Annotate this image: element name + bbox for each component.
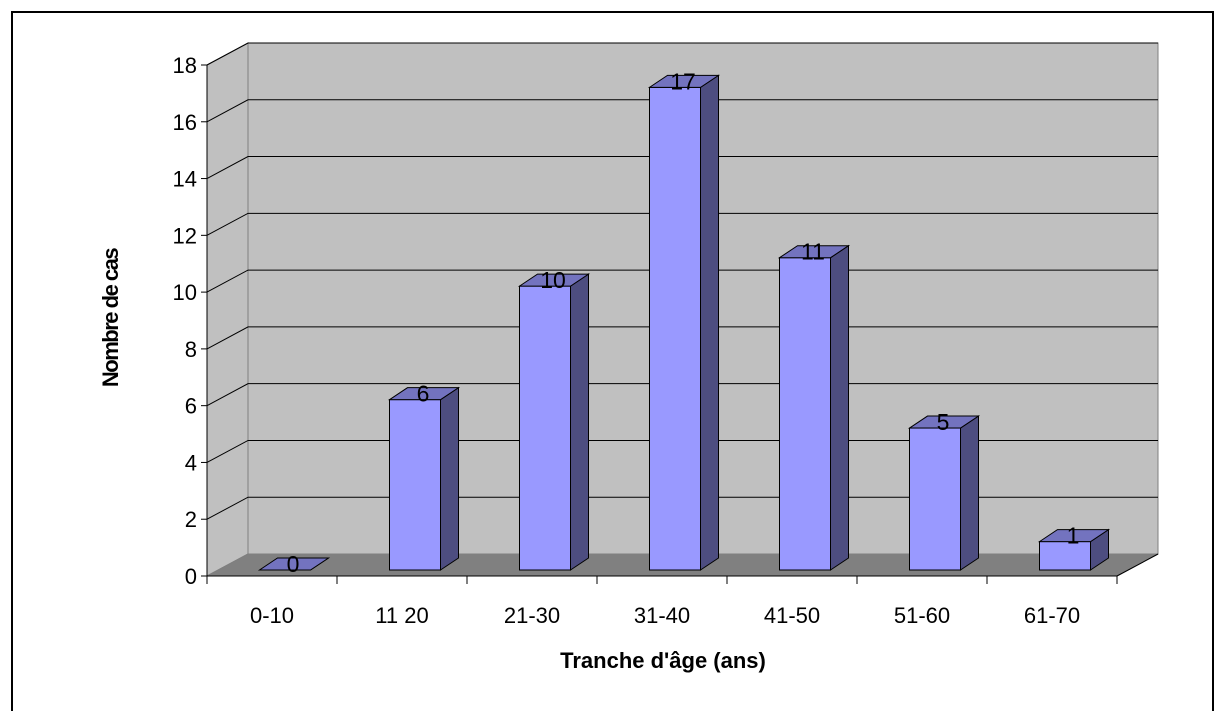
data-label: 0 (287, 551, 300, 577)
data-label: 6 (417, 381, 430, 407)
bar-side (440, 386, 459, 571)
bar-side (960, 415, 979, 571)
bar (907, 415, 981, 571)
bar-front (779, 257, 831, 571)
gridline (206, 326, 1158, 350)
x-tick-label: 41-50 (764, 603, 820, 628)
bars (257, 74, 1111, 571)
bar-front (519, 285, 571, 571)
bar-front (909, 427, 961, 571)
bar-top (257, 557, 331, 571)
y-tick-label: 16 (173, 110, 197, 135)
bar (257, 557, 331, 571)
bar-side (700, 74, 719, 571)
gridline (206, 156, 1158, 179)
side-wall (206, 42, 249, 577)
data-label: 11 (801, 239, 825, 265)
y-tick-label: 6 (185, 394, 197, 419)
bar-side (830, 244, 849, 571)
gridline (206, 383, 1158, 407)
bar (387, 386, 461, 571)
gridline (206, 212, 1158, 236)
y-tick-label: 8 (185, 337, 197, 362)
bar-top (907, 415, 981, 429)
y-tick-label: 14 (173, 167, 197, 192)
data-labels: 0 6 10 17 11 5 1 (287, 68, 1080, 577)
bar (777, 244, 851, 571)
data-label: 10 (540, 267, 566, 293)
gridlines (206, 42, 1158, 520)
gridline (206, 496, 1158, 520)
bar (1037, 528, 1111, 571)
x-axis-title: Tranche d'âge (ans) (560, 648, 766, 673)
y-tick-label: 10 (173, 280, 197, 305)
y-tick-label: 12 (173, 223, 197, 248)
gridline (206, 42, 1158, 66)
bar-top (387, 387, 461, 401)
data-label: 1 (1067, 523, 1080, 549)
bar-top (1037, 529, 1111, 543)
x-tick-label: 0-10 (250, 603, 294, 628)
x-tick-label: 31-40 (634, 603, 690, 628)
y-axis-title: Nombre de cas (98, 248, 123, 387)
x-axis-depth-line (1116, 553, 1159, 577)
data-label: 5 (937, 409, 950, 435)
bar-top (647, 74, 721, 88)
bar-front (1039, 541, 1091, 571)
y-tick-label: 4 (185, 450, 197, 475)
gridline (206, 439, 1158, 463)
bar-top (777, 245, 851, 259)
gridline (206, 99, 1158, 123)
data-label: 17 (670, 68, 696, 94)
x-tick-label: 51-60 (894, 603, 950, 628)
x-tick-label: 11 20 (375, 603, 428, 628)
y-tick-label: 0 (185, 564, 197, 589)
bar (647, 74, 721, 571)
bar (517, 273, 591, 571)
y-tick-label: 18 (173, 53, 197, 78)
x-tick-label: 61-70 (1024, 603, 1080, 628)
gridline (206, 269, 1158, 293)
y-tick-label: 2 (185, 507, 197, 532)
bar-front (649, 86, 701, 571)
bar-top (517, 273, 591, 287)
axes (201, 64, 1159, 584)
x-tick-label: 21-30 (504, 603, 560, 628)
bar-side (570, 273, 589, 571)
bar-front (389, 399, 441, 571)
